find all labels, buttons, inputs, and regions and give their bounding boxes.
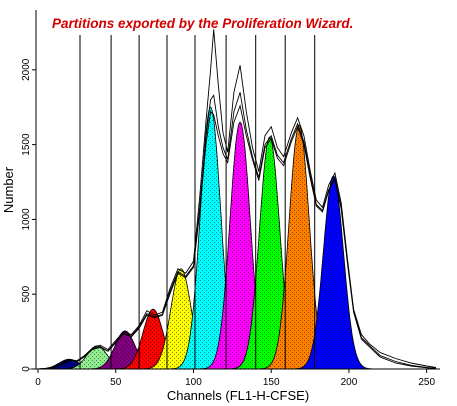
x-tick-label: 250 [418, 377, 435, 388]
y-tick-label: 1000 [21, 208, 32, 231]
x-tick-label: 0 [35, 377, 41, 388]
y-axis-label: Number [1, 166, 16, 213]
partition-texture [293, 176, 374, 369]
partition-texture [258, 125, 340, 369]
x-tick-label: 50 [110, 377, 122, 388]
partition-texture [112, 309, 194, 369]
histogram-outline [37, 29, 437, 370]
y-tick-label: 1500 [21, 133, 32, 156]
x-axis-label: Channels (FL1-H-CFSE) [167, 388, 309, 403]
y-tick-label: 500 [21, 285, 32, 302]
partition-texture [84, 330, 166, 369]
partition-texture [56, 345, 138, 369]
x-tick-label: 200 [341, 377, 358, 388]
partition-texture [28, 359, 110, 369]
partition-texture [140, 268, 222, 369]
histogram-outline [37, 104, 437, 370]
histogram-outlines [37, 29, 437, 370]
x-tick-label: 100 [185, 377, 202, 388]
partition-boundaries [79, 35, 316, 369]
partition-texture [170, 107, 251, 369]
chart-title: Partitions exported by the Proliferation… [52, 16, 353, 31]
x-tick-label: 150 [263, 377, 280, 388]
y-tick-label: 0 [21, 366, 32, 372]
y-ticks: 0 500 1000 1500 2000 [21, 58, 36, 372]
y-tick-label: 2000 [21, 58, 32, 81]
partition-texture [229, 137, 311, 369]
partition-10 [292, 175, 375, 370]
partition-texture [199, 122, 281, 369]
x-ticks: 0 50 100 150 200 250 [35, 369, 435, 388]
